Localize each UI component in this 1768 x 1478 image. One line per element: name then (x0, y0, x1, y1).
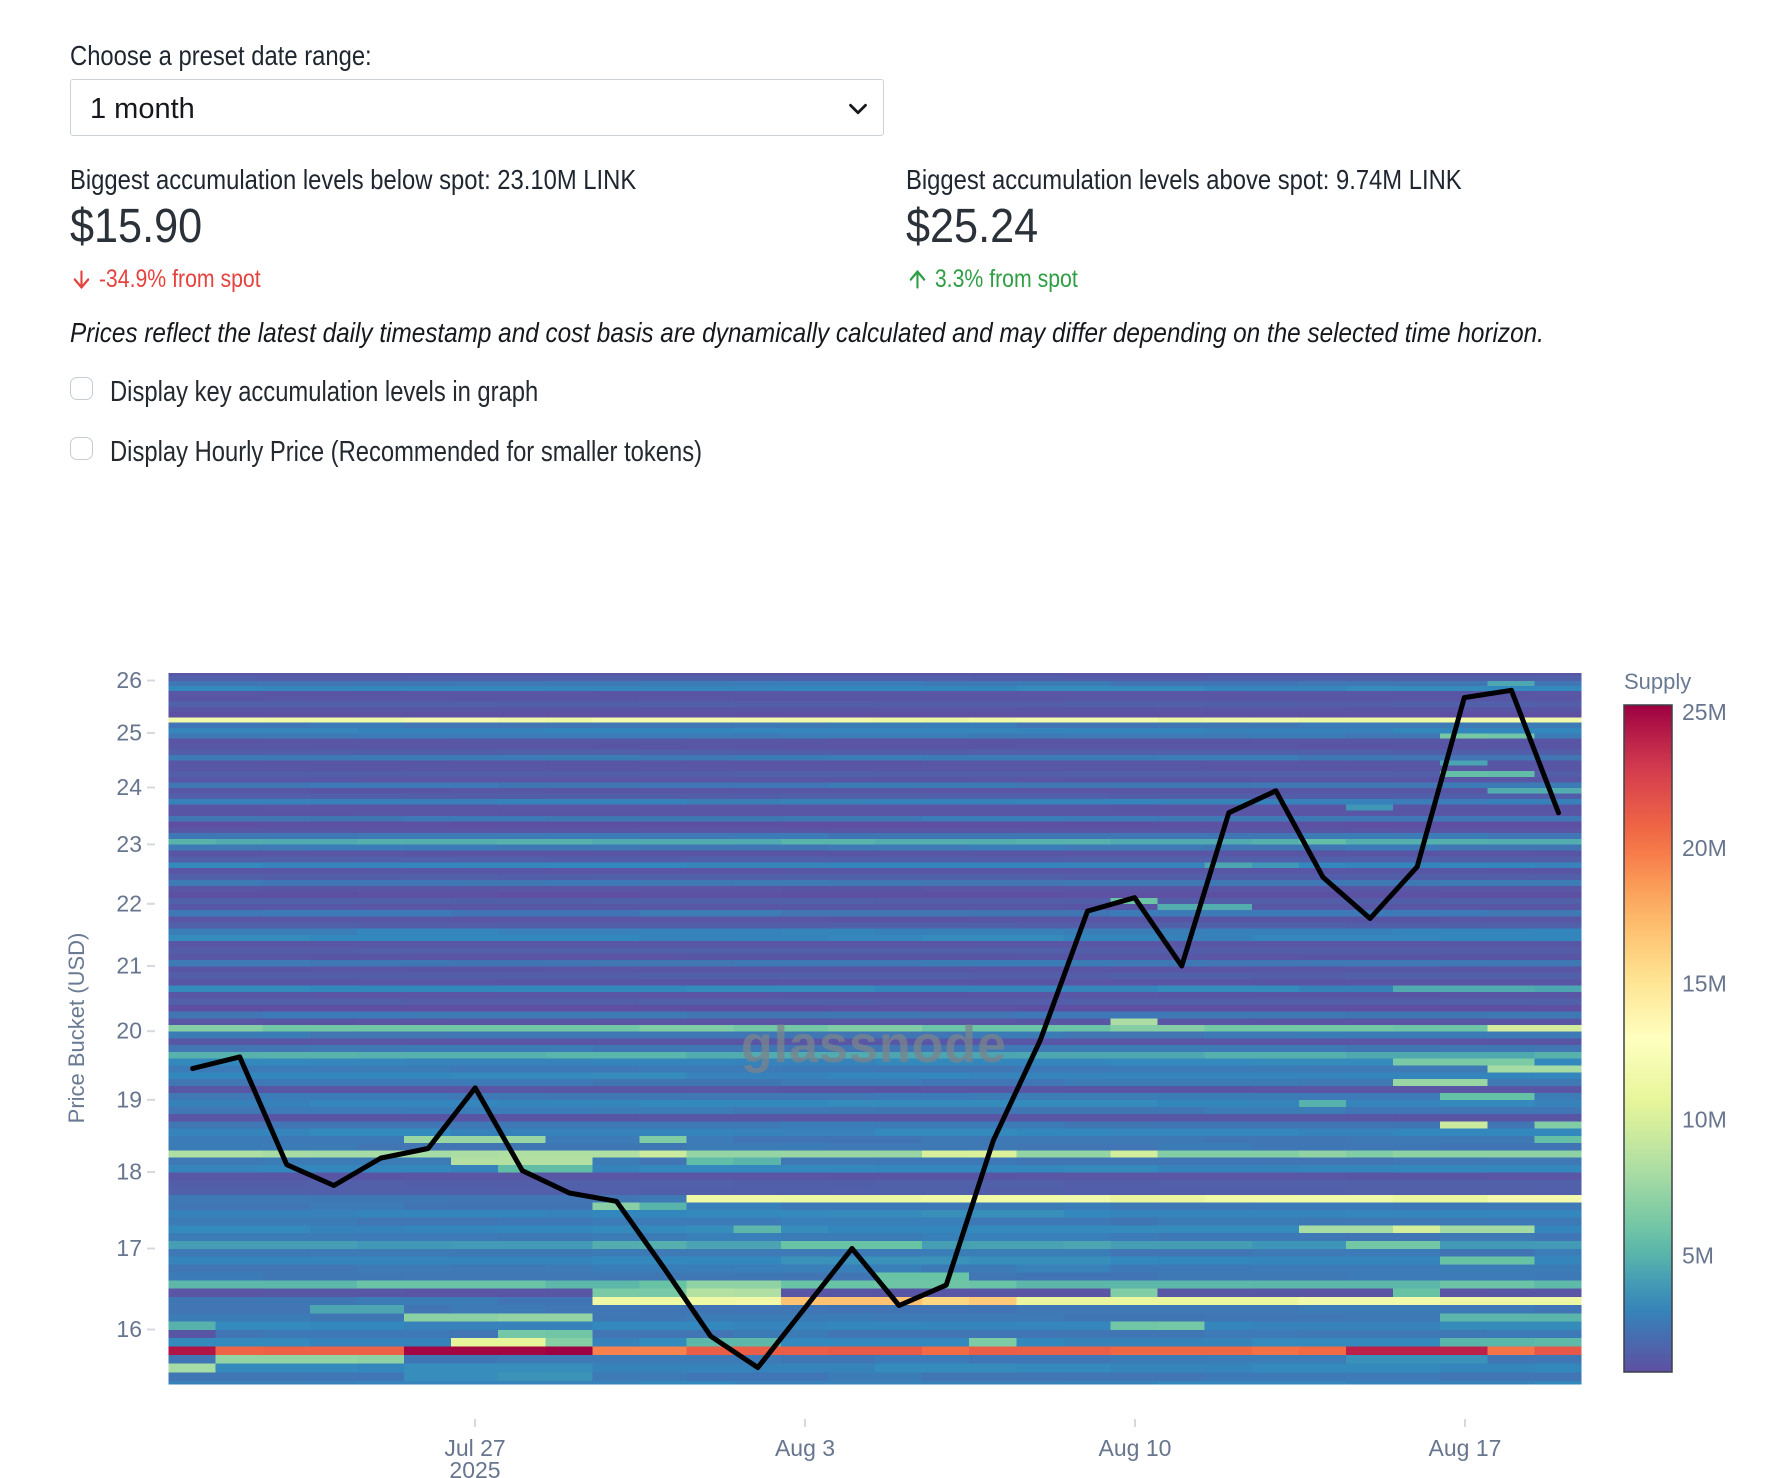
svg-text:21: 21 (116, 953, 142, 979)
svg-text:18: 18 (116, 1159, 142, 1185)
svg-text:17: 17 (116, 1235, 142, 1261)
svg-text:Price Bucket (USD): Price Bucket (USD) (64, 933, 89, 1124)
svg-text:26: 26 (116, 667, 142, 693)
svg-text:24: 24 (116, 774, 142, 800)
svg-text:glassnode: glassnode (741, 1016, 1007, 1074)
svg-text:5M: 5M (1682, 1242, 1714, 1268)
svg-text:Supply: Supply (1624, 669, 1691, 694)
svg-text:Aug 10: Aug 10 (1099, 1435, 1172, 1461)
svg-text:22: 22 (116, 890, 142, 916)
svg-text:Aug 17: Aug 17 (1429, 1435, 1502, 1461)
svg-text:10M: 10M (1682, 1107, 1727, 1133)
svg-text:25: 25 (116, 719, 142, 745)
svg-text:2025: 2025 (449, 1457, 500, 1478)
svg-text:15M: 15M (1682, 971, 1727, 997)
svg-text:Aug 3: Aug 3 (775, 1435, 835, 1461)
svg-text:23: 23 (116, 831, 142, 857)
svg-text:20: 20 (116, 1018, 142, 1044)
svg-text:16: 16 (116, 1316, 142, 1342)
svg-text:Jul 27: Jul 27 (444, 1435, 505, 1461)
svg-text:25M: 25M (1682, 699, 1727, 725)
svg-text:20M: 20M (1682, 835, 1727, 861)
svg-text:19: 19 (116, 1086, 142, 1112)
